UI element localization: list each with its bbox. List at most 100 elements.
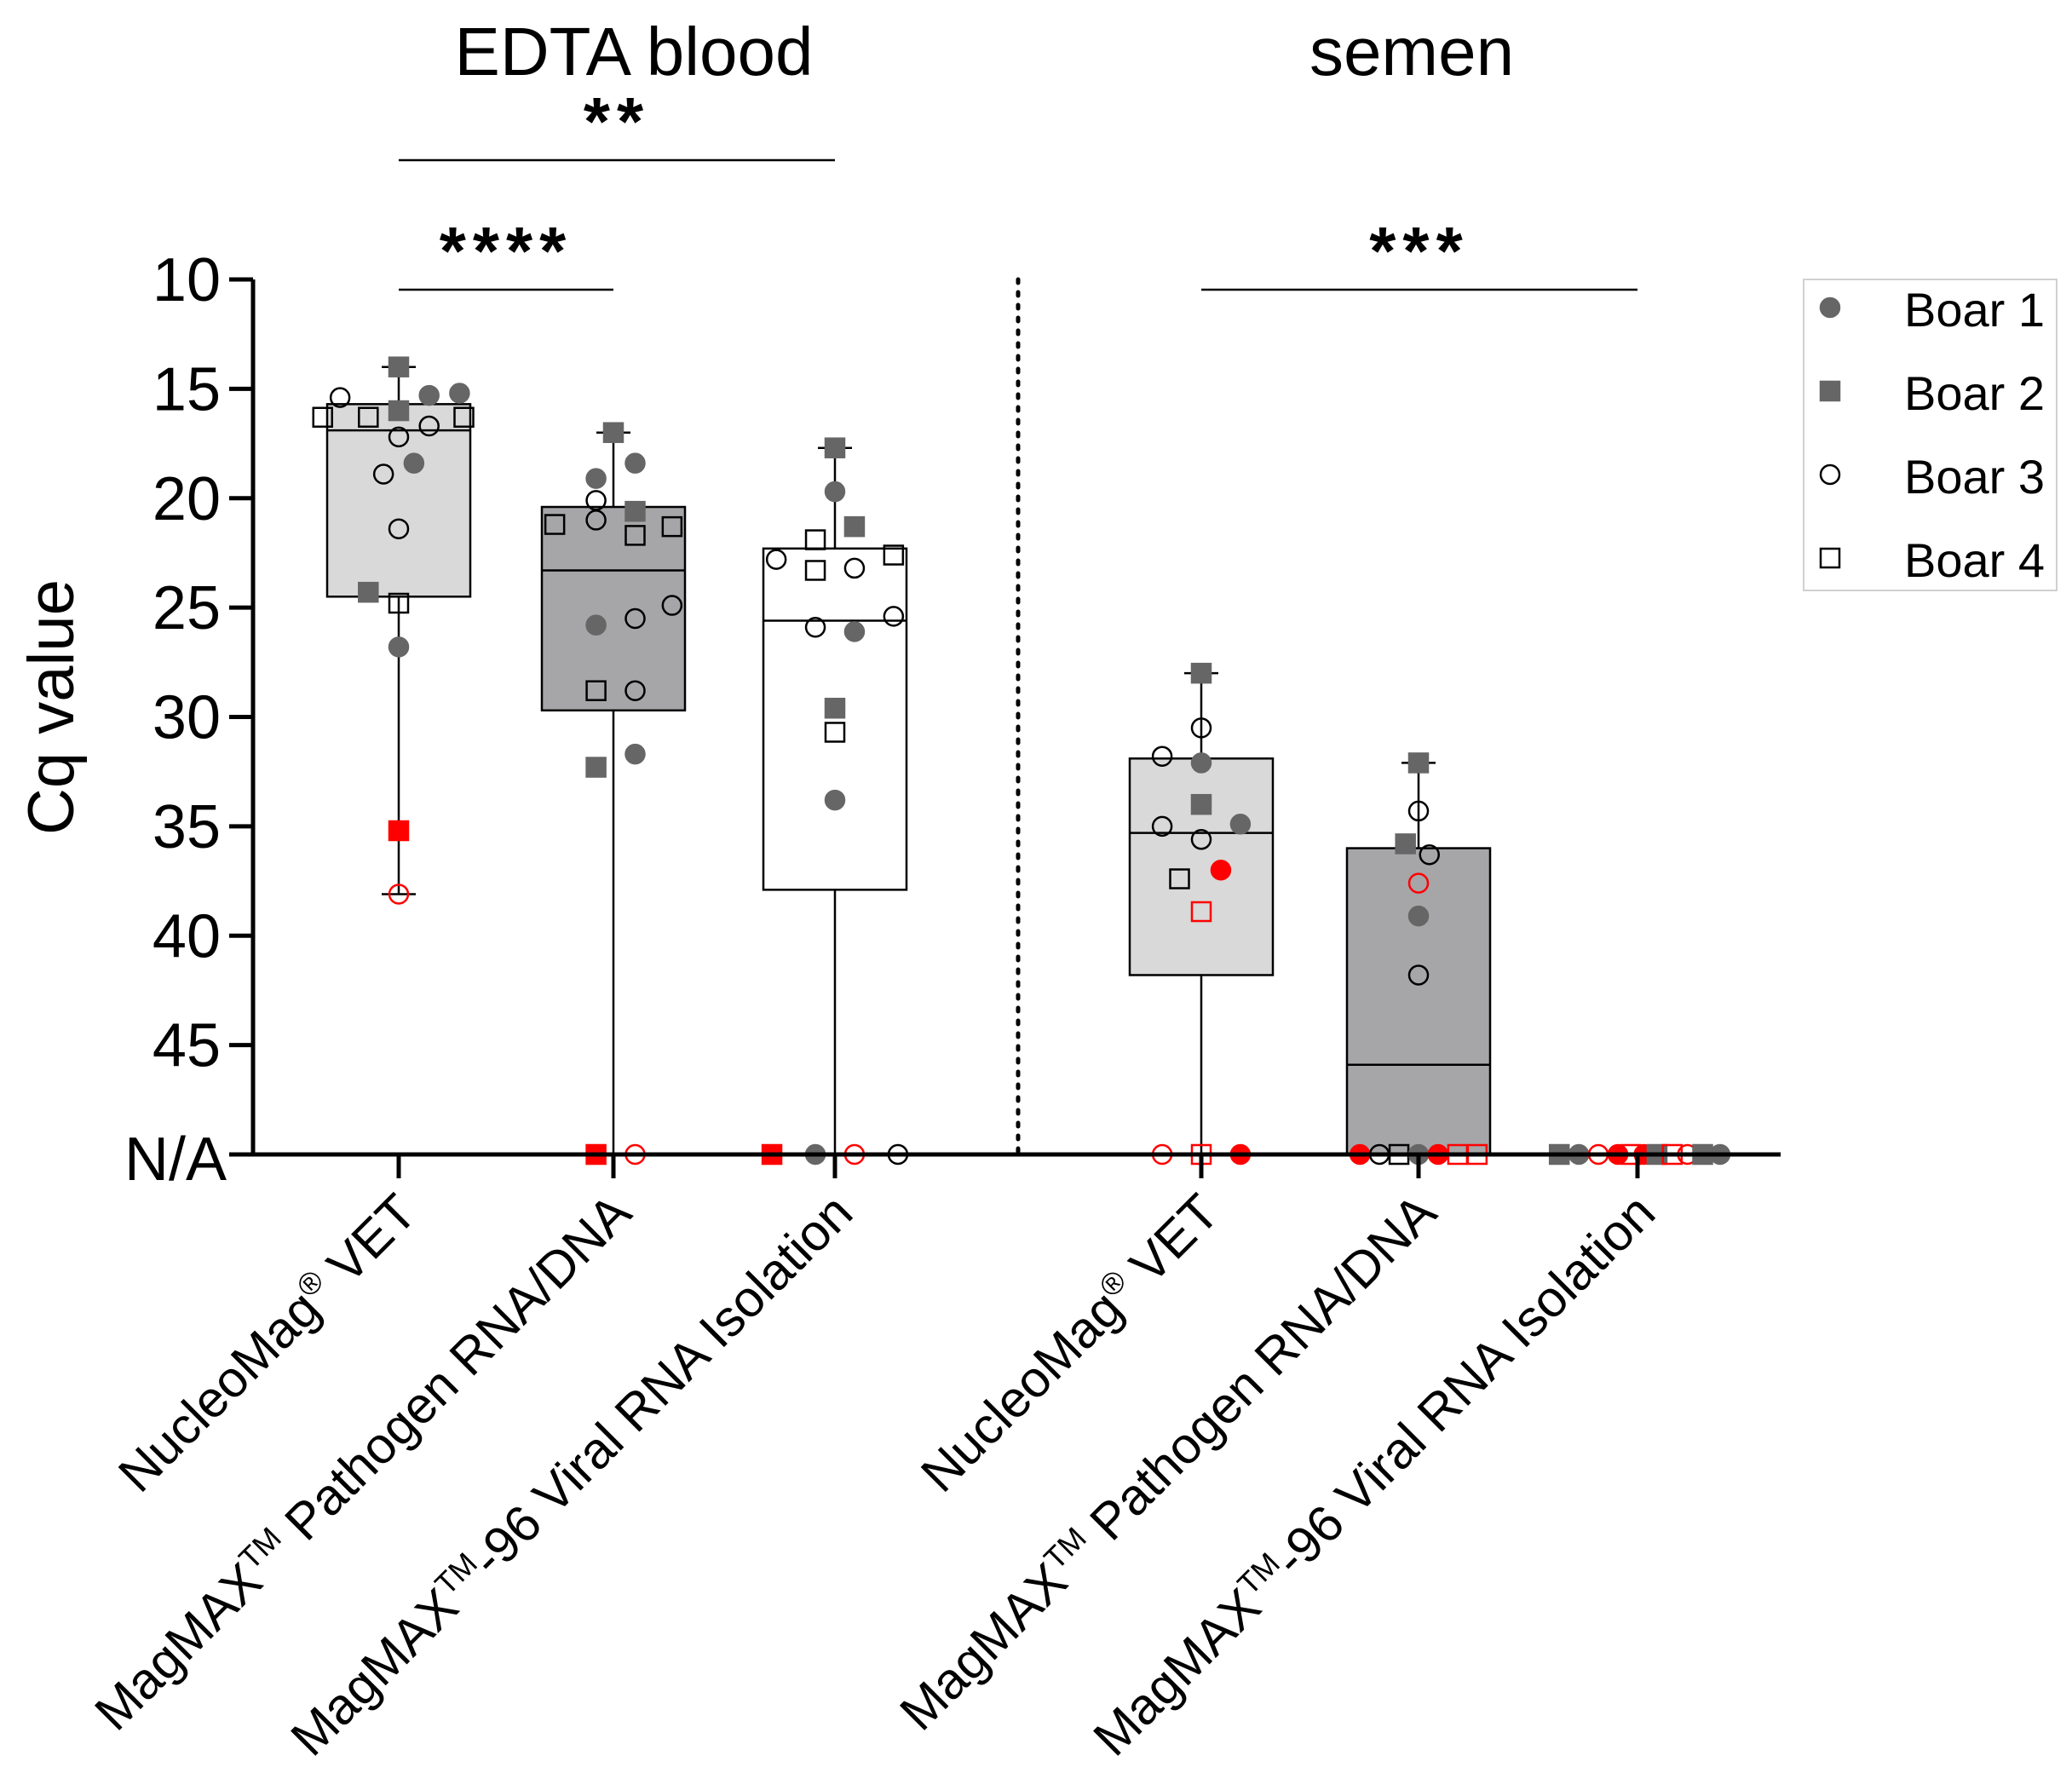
data-point-4 (388, 400, 410, 422)
y-tick-label-3: 25 (153, 574, 221, 642)
data-point-5 (312, 406, 333, 429)
data-point-40 (883, 544, 905, 566)
y-tick-label-0: 10 (153, 246, 221, 314)
data-point-43 (804, 560, 826, 581)
legend-label-boar-1: Boar 1 (1904, 283, 2045, 337)
data-point-25 (624, 525, 646, 546)
data-point-54 (1190, 662, 1212, 684)
data-point-71 (1419, 844, 1440, 866)
data-point-56 (1151, 745, 1173, 767)
data-point-27 (661, 595, 683, 616)
data-point-36 (824, 437, 846, 458)
data-point-62 (1210, 859, 1232, 881)
data-point-73 (1407, 905, 1430, 927)
significance-layer: ****** *** (399, 83, 1637, 291)
box-3 (1128, 757, 1275, 976)
data-point-26 (661, 515, 683, 538)
data-point-49 (824, 789, 846, 811)
data-point-68 (1407, 752, 1430, 774)
data-point-46 (843, 621, 866, 642)
data-point-0 (329, 387, 351, 408)
legend-marker-4 (1819, 547, 1841, 569)
y-tick-label-na: N/A (124, 1125, 227, 1194)
legend-marker-2 (1819, 380, 1841, 402)
data-point-69 (1407, 800, 1430, 822)
legend: Boar 1 Boar 2 Boar 3 Boar 4 (1803, 279, 2058, 591)
y-tick-label-2: 20 (153, 465, 221, 533)
data-point-45 (804, 616, 826, 638)
data-point-13 (358, 581, 379, 603)
box-0 (325, 403, 472, 598)
data-point-38 (843, 515, 866, 538)
data-point-16 (388, 820, 410, 842)
box-1 (540, 505, 687, 712)
data-point-61 (1190, 829, 1212, 850)
legend-markers (1819, 296, 1841, 569)
data-point-48 (824, 722, 846, 743)
data-point-29 (585, 614, 607, 636)
data-point-23 (585, 509, 607, 531)
data-point-19 (624, 452, 646, 474)
y-tick-label-1: 15 (153, 355, 221, 423)
data-point-8 (453, 406, 475, 429)
y-tick-label-5: 35 (153, 793, 221, 861)
data-point-59 (1229, 814, 1252, 835)
data-point-44 (883, 606, 905, 627)
data-point-6 (358, 406, 379, 429)
data-point-55 (1190, 717, 1212, 739)
data-point-60 (1151, 815, 1173, 838)
significance-label-1: **** (440, 213, 573, 289)
box-2 (762, 547, 908, 891)
box-4 (1345, 847, 1492, 1156)
data-point-74 (1407, 964, 1430, 986)
data-point-22 (624, 500, 646, 522)
legend-label-boar-3: Boar 3 (1904, 450, 2045, 504)
data-point-24 (544, 514, 566, 535)
data-point-41 (765, 549, 787, 570)
panel-title-edta-blood: EDTA blood (455, 14, 814, 89)
data-point-39 (804, 529, 826, 550)
boxes-layer (325, 366, 1492, 1156)
data-point-15 (388, 636, 410, 658)
data-point-58 (1190, 793, 1212, 815)
data-point-64 (1190, 901, 1212, 923)
data-point-28 (624, 607, 646, 630)
data-point-1 (388, 356, 410, 377)
data-point-3 (449, 383, 470, 404)
panel-title-semen: semen (1309, 14, 1514, 89)
data-point-63 (1169, 868, 1190, 889)
data-point-9 (388, 426, 410, 448)
data-point-12 (388, 518, 410, 539)
points-layer (312, 356, 1731, 1166)
significance-label-0: ** (584, 83, 650, 159)
y-tick-label-4: 30 (153, 684, 221, 752)
data-point-70 (1395, 833, 1416, 855)
data-point-30 (585, 680, 607, 701)
data-point-10 (403, 452, 425, 474)
data-point-2 (418, 384, 440, 406)
data-point-72 (1407, 872, 1430, 894)
axes-layer: 10 15 20 25 30 35 40 45 (153, 246, 1781, 1178)
legend-box (1803, 279, 2058, 591)
data-point-17 (388, 884, 410, 905)
significance-label-2: *** (1369, 213, 1469, 289)
data-point-18 (602, 422, 624, 443)
data-point-42 (843, 557, 866, 579)
data-point-32 (624, 743, 646, 765)
legend-label-boar-4: Boar 4 (1904, 533, 2045, 587)
data-point-47 (824, 697, 846, 719)
y-axis-label: Cq value (15, 579, 88, 835)
y-tick-label-7: 45 (153, 1012, 221, 1080)
legend-marker-3 (1819, 463, 1841, 486)
data-point-31 (624, 680, 646, 701)
legend-marker-1 (1819, 296, 1841, 319)
data-point-37 (824, 481, 846, 503)
y-tick-label-6: 40 (153, 902, 221, 970)
data-point-14 (388, 592, 410, 614)
data-point-20 (585, 468, 607, 489)
legend-label-boar-2: Boar 2 (1904, 366, 2045, 420)
data-point-57 (1190, 752, 1212, 774)
data-point-33 (585, 757, 607, 778)
